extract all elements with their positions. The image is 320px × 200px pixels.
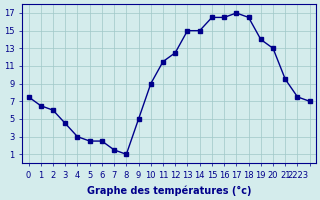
X-axis label: Graphe des températures (°c): Graphe des températures (°c) <box>87 185 252 196</box>
